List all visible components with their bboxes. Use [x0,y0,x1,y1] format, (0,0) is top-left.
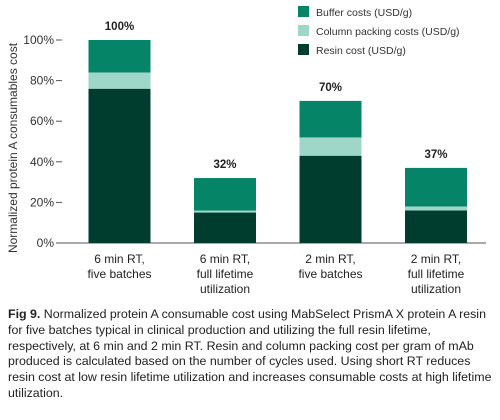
stacked-bar-chart: Normalized protein A consumables cost 0%… [6,6,486,296]
y-tick-label: 60% [30,114,54,128]
bar-totals: 100% 32% 70% 37% [105,21,448,171]
bar-segment [405,206,467,211]
bar-segment [405,167,467,207]
bar-segment [88,40,151,73]
y-tick-label: 100% [23,33,54,47]
x-tick-label-line: 2 min RT, [305,252,355,266]
x-tick-label-line: five batches [87,267,151,281]
bar-total-label: 32% [213,159,236,171]
x-tick-label-line: 6 min RT, [94,252,144,266]
y-tick-label: 20% [30,195,54,209]
x-tick-label-line: utilization [200,282,250,296]
legend-label: Buffer costs (USD/g) [316,7,412,19]
x-tick-label-line: full lifetime [197,267,254,281]
x-tick-label: 2 min RT, five batches [298,252,362,281]
bar-series-group [88,40,467,243]
legend-label: Column packing costs (USD/g) [316,26,460,38]
legend: Buffer costs (USD/g) Column packing costs… [298,6,460,57]
legend-swatch [298,44,309,55]
bar-segment [299,100,362,138]
bar-total-label: 37% [424,149,447,161]
x-tick-label-line: five batches [298,267,362,281]
bar-total-label: 100% [105,21,134,33]
bar-segment [88,72,151,89]
bar-segment [194,212,256,243]
bar-total-label: 70% [319,82,342,94]
x-tick-label: 6 min RT, five batches [87,252,151,281]
y-ticks: 0% 20% 40% 60% 80% 100% [23,33,62,250]
legend-swatch [298,25,309,36]
x-tick-label: 2 min RT, full lifetime utilization [408,252,465,296]
bar-segment [194,178,256,211]
x-tick-label-line: 6 min RT, [200,252,250,266]
legend-label: Resin cost (USD/g) [316,45,406,57]
x-tick-label-line: full lifetime [408,267,465,281]
legend-swatch [298,6,309,17]
figure-label: Fig 9. [8,307,41,321]
bar-segment [405,210,467,243]
bar-segment [299,137,362,156]
x-tick-label: 6 min RT, full lifetime utilization [197,252,254,296]
x-tick-label-line: utilization [411,282,461,296]
x-tick-label-line: 2 min RT, [411,252,461,266]
bar-segment [299,155,362,243]
y-tick-label: 80% [30,74,54,88]
y-tick-label: 0% [37,236,55,250]
bar-segment [88,88,151,243]
y-tick-label: 40% [30,155,54,169]
caption-text: Normalized protein A consumable cost usi… [8,307,492,400]
bar-segment [194,210,256,213]
figure-caption: Fig 9. Normalized protein A consumable c… [8,307,496,402]
y-axis-label: Normalized protein A consumables cost [6,42,20,253]
